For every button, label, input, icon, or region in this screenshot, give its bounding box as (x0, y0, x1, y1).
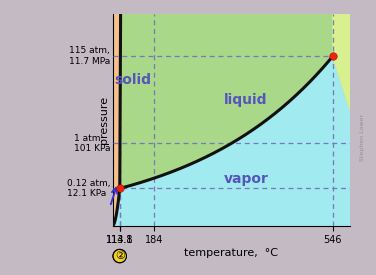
Text: solid: solid (114, 73, 151, 87)
Polygon shape (120, 14, 350, 188)
Text: 0.12 atm,
12.1 KPa: 0.12 atm, 12.1 KPa (67, 179, 111, 198)
Text: ①: ① (115, 251, 124, 261)
Text: 115 atm,
11.7 MPa: 115 atm, 11.7 MPa (69, 46, 111, 66)
Text: liquid: liquid (224, 93, 268, 107)
Polygon shape (333, 14, 350, 109)
Text: vapor: vapor (224, 172, 268, 186)
Polygon shape (113, 14, 350, 225)
Polygon shape (113, 14, 121, 225)
Text: ②: ② (115, 251, 125, 261)
Text: 1 atm,
101 KPa: 1 atm, 101 KPa (74, 134, 111, 153)
Text: Stephen Lower: Stephen Lower (360, 114, 365, 161)
Y-axis label: pressure: pressure (99, 96, 109, 144)
X-axis label: temperature,  °C: temperature, °C (184, 248, 278, 258)
